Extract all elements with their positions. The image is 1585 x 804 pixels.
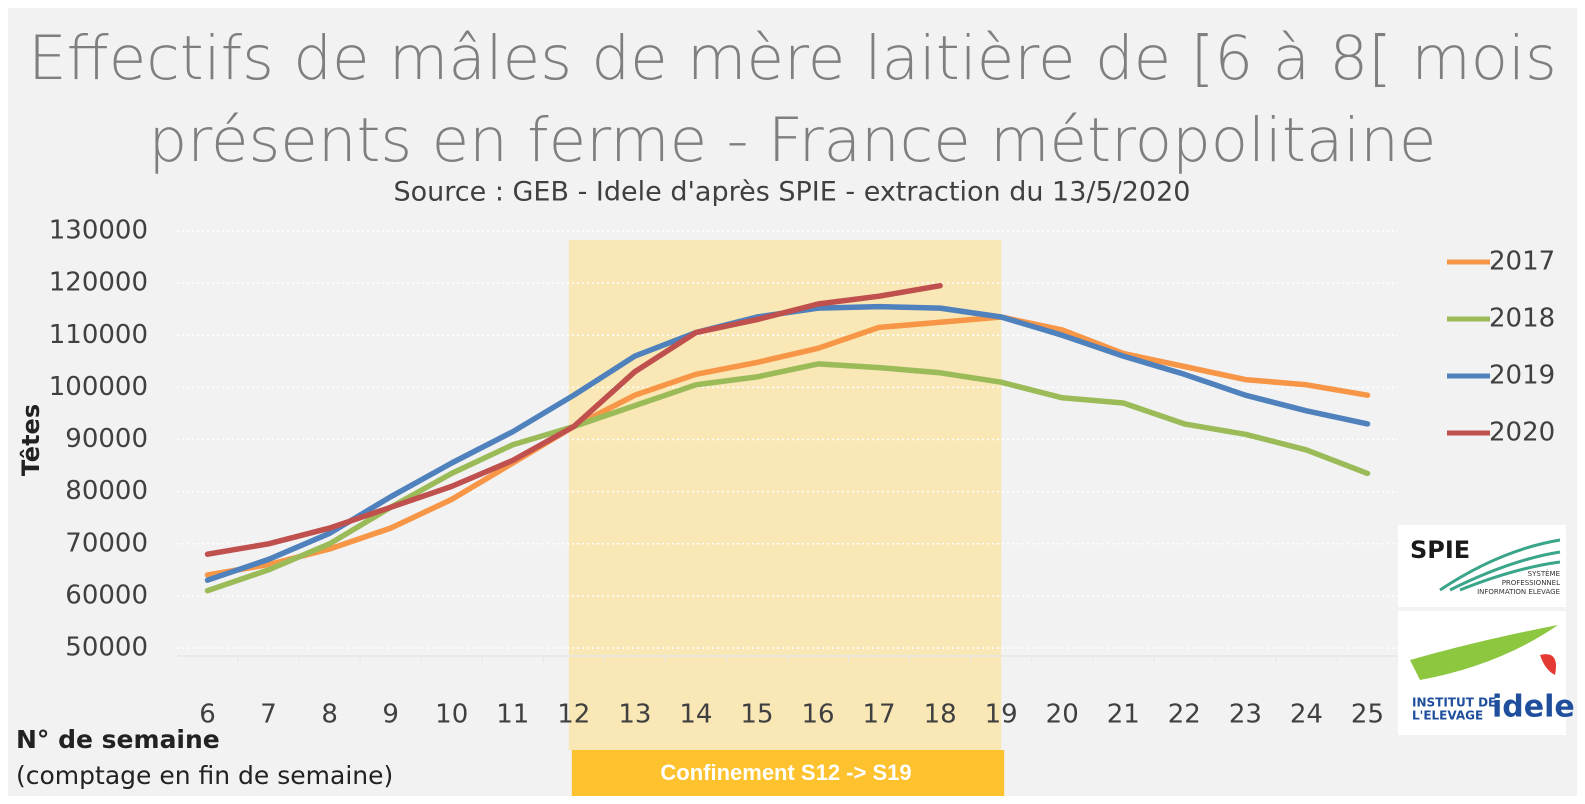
y-tick-label: 50000 [65, 633, 148, 663]
logo-text: PROFESSIONNEL [1502, 579, 1560, 587]
x-tick-label: 6 [199, 700, 216, 730]
highlight-label: Confinement S12 -> S19 [660, 760, 911, 785]
y-axis-label: Têtes [17, 404, 45, 476]
x-tick-label: 25 [1351, 700, 1384, 730]
highlight-label-box [571, 750, 1005, 796]
x-tick-label: 20 [1046, 700, 1079, 730]
legend-label: 2017 [1489, 247, 1555, 277]
logo-swoosh [1410, 625, 1558, 680]
chart-title: Effectifs de mâles de mère laitière de [… [28, 23, 1557, 176]
logo-drop [1540, 654, 1556, 675]
y-tick-label: 110000 [49, 320, 148, 350]
x-tick-label: 12 [557, 700, 590, 730]
y-tick-label: 90000 [65, 424, 148, 454]
y-tick-label: 120000 [49, 268, 148, 298]
subtitle: Source : GEB - Idele d'après SPIE - extr… [394, 177, 1191, 208]
legend-label: 2020 [1489, 418, 1555, 448]
legend-label: 2019 [1489, 361, 1555, 391]
highlight-band [568, 240, 1002, 750]
x-tick-label: 11 [496, 700, 529, 730]
legend-label: 2018 [1489, 304, 1555, 334]
x-tick-label: 17 [863, 700, 896, 730]
x-tick-label: 7 [260, 700, 277, 730]
x-tick-label: 13 [618, 700, 651, 730]
y-tick-label: 70000 [65, 528, 148, 558]
x-axis-note: (comptage en fin de semaine) [16, 761, 393, 790]
x-tick-label: 15 [740, 700, 773, 730]
y-tick-label: 100000 [49, 372, 148, 402]
logo-swoosh [1439, 538, 1561, 592]
x-tick-label: 8 [321, 700, 338, 730]
x-tick-label: 18 [924, 700, 957, 730]
logo-idele: INSTITUT DE L'ELEVAGE idele [1398, 611, 1575, 735]
x-tick-label: 23 [1229, 700, 1262, 730]
y-tick-label: 60000 [65, 580, 148, 610]
logo-text: INSTITUT DE [1412, 696, 1496, 710]
x-tick-label: 10 [435, 700, 468, 730]
x-axis-label: N° de semaine [16, 725, 220, 754]
logo-spie: SPIE SYSTÈME PROFESSIONNEL INFORMATION E… [1398, 525, 1566, 607]
logo-text: SYSTÈME [1528, 569, 1560, 578]
x-tick-label: 24 [1290, 700, 1323, 730]
line-series [204, 282, 943, 557]
logo-text: idele [1492, 690, 1575, 725]
line-series [204, 314, 1371, 578]
y-tick-label: 130000 [49, 216, 148, 246]
x-tick-label: 16 [801, 700, 834, 730]
x-tick-label: 21 [1107, 700, 1140, 730]
y-tick-label: 80000 [65, 476, 148, 506]
logo-text: INFORMATION ELEVAGE [1477, 588, 1560, 596]
x-tick-label: 9 [382, 700, 399, 730]
x-tick-label: 22 [1168, 700, 1201, 730]
logo-text: L'ELEVAGE [1412, 709, 1483, 723]
x-tick-label: 14 [679, 700, 712, 730]
x-tick-label: 19 [985, 700, 1018, 730]
logo-text: SPIE [1410, 536, 1470, 564]
